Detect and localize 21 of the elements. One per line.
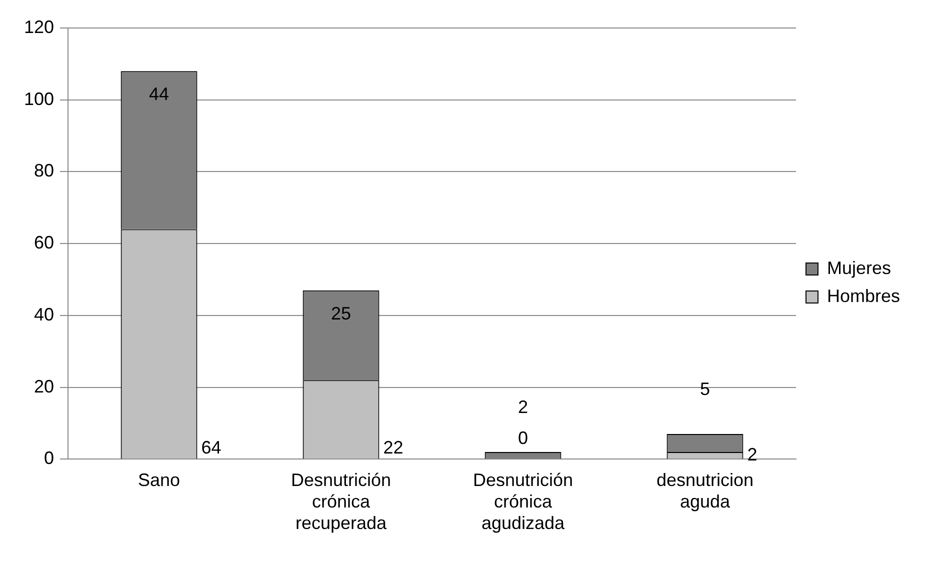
y-tick-label: 20 (34, 376, 54, 396)
y-tick-label: 40 (34, 304, 54, 324)
x-tick-label: Desnutrición crónica agudizada (472, 470, 574, 534)
y-tick-label: 120 (24, 16, 54, 37)
y-tick-label: 80 (34, 160, 54, 181)
y-tick-label: 60 (34, 232, 54, 253)
x-tick-label: Desnutrición crónica recuperada (290, 470, 392, 534)
data-label: 22 (383, 438, 404, 458)
data-label: 25 (330, 303, 352, 324)
y-tick-label: 0 (44, 448, 54, 468)
y-tick-label: 100 (24, 88, 54, 109)
data-label: 2 (747, 444, 758, 464)
legend-label: Hombres (826, 286, 900, 306)
data-label: 2 (518, 396, 528, 417)
data-label: 5 (700, 379, 710, 400)
legend-label: Mujeres (826, 258, 892, 278)
data-label: 44 (149, 84, 170, 104)
x-tick-label: Sano (138, 470, 180, 490)
data-label: 0 (518, 428, 528, 448)
data-label: 64 (201, 438, 222, 458)
x-tick-label: desnutricion aguda (656, 470, 754, 512)
